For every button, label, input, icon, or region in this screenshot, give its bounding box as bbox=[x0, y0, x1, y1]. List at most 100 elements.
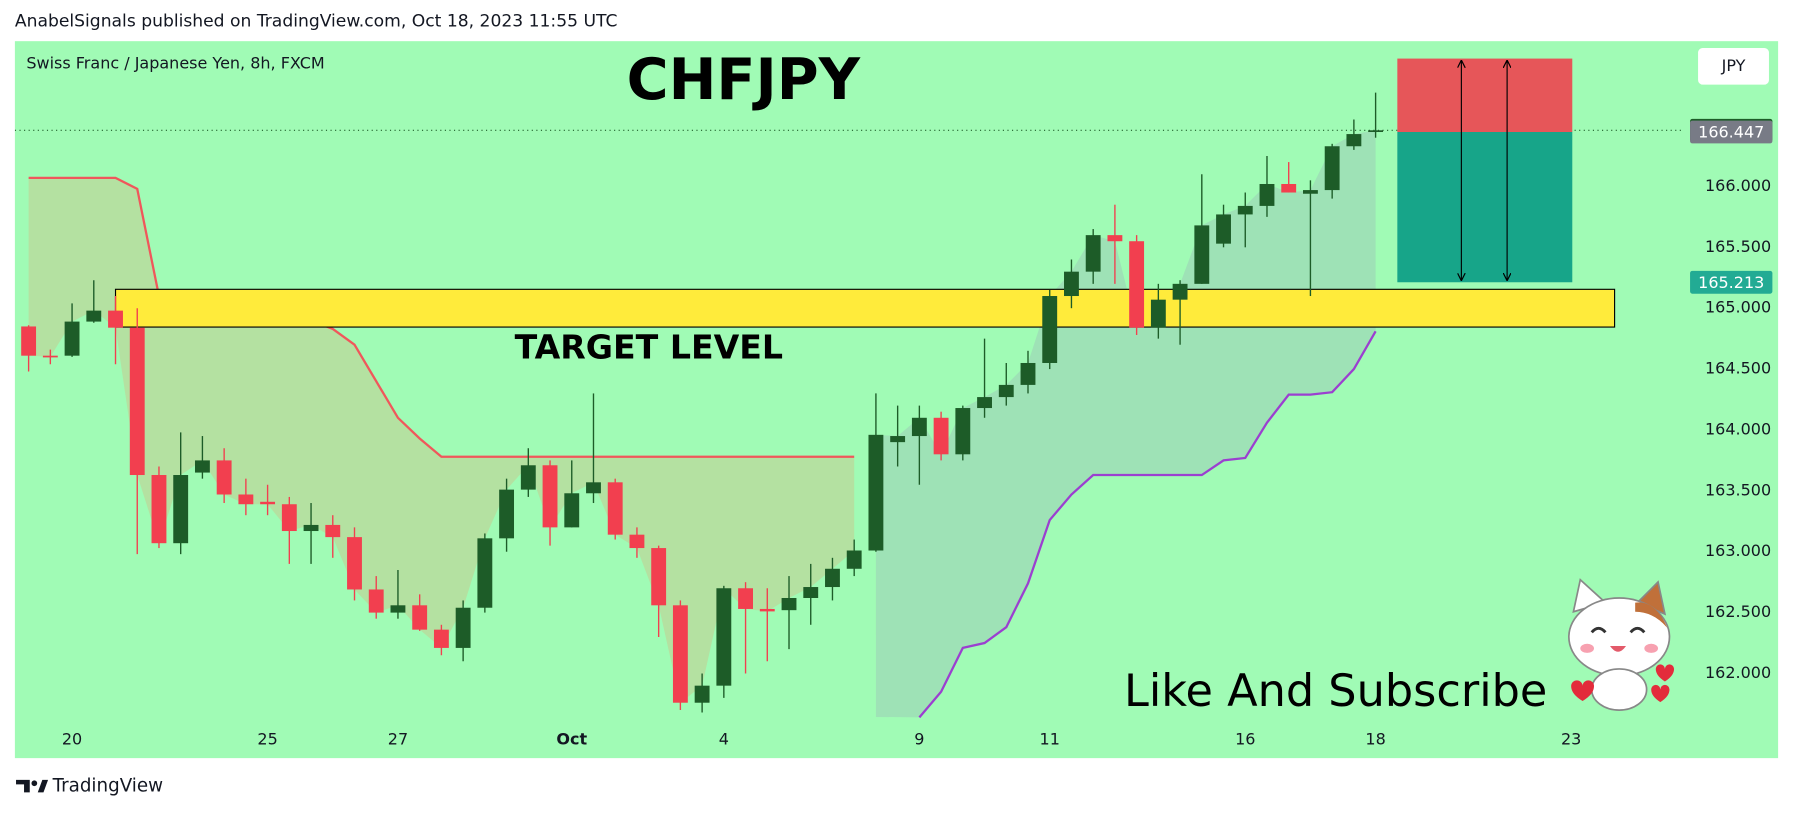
y-tick-label: 164.500 bbox=[1705, 359, 1771, 378]
candle-body bbox=[1368, 130, 1384, 133]
candle-body bbox=[542, 465, 558, 528]
candle-body bbox=[911, 417, 927, 437]
symbol-info: Swiss Franc / Japanese Yen, 8h, FXCM bbox=[26, 54, 324, 73]
candle-body bbox=[1346, 134, 1362, 147]
brand-logo bbox=[16, 779, 49, 793]
candle-body bbox=[977, 397, 992, 409]
candle-body bbox=[803, 587, 819, 598]
candle-body bbox=[303, 524, 319, 532]
candle-body bbox=[499, 489, 515, 539]
x-tick-label: 9 bbox=[914, 729, 924, 748]
candle-body bbox=[1107, 235, 1123, 242]
price-label-box bbox=[1690, 270, 1773, 294]
header-text: AnabelSignals published on TradingView.c… bbox=[15, 12, 618, 32]
price-label: 165.213 bbox=[1698, 273, 1764, 292]
x-tick-label: 20 bbox=[62, 729, 82, 748]
candle-body bbox=[173, 475, 189, 544]
candle-body bbox=[1324, 146, 1340, 191]
button-background[interactable] bbox=[1698, 48, 1769, 85]
candle-body bbox=[347, 537, 362, 590]
y-tick-label: 166.000 bbox=[1705, 176, 1771, 195]
currency-button[interactable]: JPY bbox=[1698, 48, 1769, 85]
candle-body bbox=[368, 589, 384, 613]
y-tick-label: 165.000 bbox=[1705, 298, 1771, 317]
x-tick-label: 18 bbox=[1365, 729, 1385, 748]
candle-body bbox=[738, 588, 753, 609]
y-tick-label: 163.500 bbox=[1705, 480, 1771, 499]
candle-body bbox=[1172, 283, 1188, 300]
price-label-box bbox=[1690, 120, 1773, 144]
candle-body bbox=[129, 327, 145, 476]
candle-body bbox=[21, 326, 37, 356]
y-tick-label: 162.000 bbox=[1705, 663, 1771, 682]
candle-body bbox=[586, 482, 601, 494]
candle-body bbox=[260, 501, 276, 505]
candle-body bbox=[325, 524, 341, 538]
button-label[interactable]: JPY bbox=[1721, 56, 1746, 75]
candle-body bbox=[281, 504, 297, 532]
brand-name: TradingView bbox=[52, 776, 164, 797]
candle-body bbox=[64, 321, 80, 356]
candle-body bbox=[846, 550, 862, 569]
candle-body bbox=[825, 568, 840, 588]
candle-body bbox=[151, 475, 167, 544]
candle-body bbox=[1216, 214, 1231, 244]
x-tick-label: 16 bbox=[1235, 729, 1255, 748]
candle-body bbox=[390, 605, 406, 613]
x-tick-label: 23 bbox=[1561, 729, 1581, 748]
candle-body bbox=[890, 436, 906, 443]
cat-sticker bbox=[1567, 578, 1675, 711]
candle-body bbox=[455, 607, 471, 648]
candle-body bbox=[1194, 225, 1210, 284]
x-tick-label: 25 bbox=[257, 729, 277, 748]
candle-body bbox=[1237, 205, 1253, 215]
candle-body bbox=[564, 493, 580, 528]
position-risk bbox=[1397, 58, 1573, 133]
candle-body bbox=[412, 605, 428, 630]
x-tick-label: 11 bbox=[1040, 729, 1060, 748]
candle-body bbox=[477, 538, 493, 608]
x-tick-label: Oct bbox=[556, 729, 587, 748]
y-tick-label: 163.000 bbox=[1705, 541, 1771, 560]
candle-body bbox=[216, 460, 232, 495]
candle-body bbox=[108, 310, 123, 328]
position-reward bbox=[1397, 132, 1573, 283]
candle-body bbox=[1085, 235, 1101, 272]
candle-body bbox=[933, 417, 949, 455]
candle-body bbox=[716, 588, 732, 686]
cloud-fill bbox=[875, 130, 1376, 718]
candle-body bbox=[1129, 241, 1145, 328]
candle-body bbox=[955, 408, 971, 455]
chart-title: CHFJPY bbox=[627, 47, 861, 113]
candle-body bbox=[759, 608, 775, 612]
plot bbox=[14, 92, 1681, 719]
x-tick-label: 27 bbox=[388, 729, 408, 748]
candle-body bbox=[1303, 190, 1318, 194]
candle-body bbox=[1042, 296, 1058, 363]
target-zone bbox=[114, 288, 1616, 328]
candle-body bbox=[1150, 299, 1166, 328]
y-tick-label: 162.500 bbox=[1705, 602, 1771, 621]
candle-body bbox=[194, 460, 210, 473]
candle-body bbox=[651, 548, 667, 606]
price-label: 166.447 bbox=[1698, 123, 1764, 142]
candle-body bbox=[694, 685, 710, 703]
candle-body bbox=[42, 355, 58, 358]
annotation: TARGET LEVEL bbox=[515, 327, 783, 366]
candle-body bbox=[1281, 183, 1297, 193]
candle-body bbox=[629, 534, 645, 549]
candle-body bbox=[607, 482, 623, 535]
candle-body bbox=[520, 465, 536, 490]
candle-body bbox=[781, 597, 797, 611]
candle-body bbox=[998, 384, 1014, 398]
annotation: Like And Subscribe bbox=[1124, 665, 1547, 717]
x-tick-label: 4 bbox=[719, 729, 729, 748]
candle-body bbox=[672, 605, 688, 703]
candle-body bbox=[1064, 271, 1079, 297]
candle-body bbox=[1020, 362, 1036, 385]
indicator-line bbox=[918, 330, 1377, 719]
candle-body bbox=[1259, 183, 1275, 206]
candle-body bbox=[433, 629, 449, 648]
